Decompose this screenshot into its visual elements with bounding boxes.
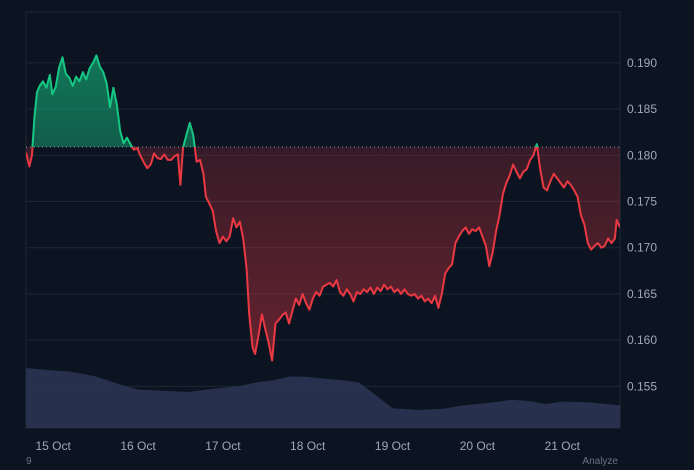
volume-area-path xyxy=(26,368,620,428)
x-axis: 15 Oct 16 Oct 17 Oct 18 Oct 19 Oct 20 Oct 21 O… xyxy=(35,439,580,453)
x-tick-label: 18 Oct xyxy=(290,439,326,453)
y-tick-label: 0.175 xyxy=(627,195,657,209)
price-line-above xyxy=(31,54,539,147)
x-tick-label: 16 Oct xyxy=(120,439,156,453)
price-line-below xyxy=(26,146,620,362)
y-tick-label: 0.185 xyxy=(627,102,657,116)
y-tick-label: 0.160 xyxy=(627,333,657,347)
footer-left-label: 9 xyxy=(26,456,32,467)
analyze-link[interactable]: Analyze xyxy=(582,456,618,467)
volume-area xyxy=(26,368,620,428)
y-tick-label: 0.190 xyxy=(627,56,657,70)
x-tick-label: 20 Oct xyxy=(460,439,496,453)
x-tick-label: 19 Oct xyxy=(375,439,411,453)
area-below-baseline xyxy=(26,146,620,361)
x-tick-label: 21 Oct xyxy=(545,439,581,453)
x-tick-label: 15 Oct xyxy=(35,439,71,453)
x-tick-label: 17 Oct xyxy=(205,439,241,453)
price-fill xyxy=(26,55,620,361)
y-tick-label: 0.165 xyxy=(627,287,657,301)
y-tick-label: 0.155 xyxy=(627,379,657,393)
y-axis: 0.155 0.160 0.165 0.170 0.175 0.180 0.185 0.190 xyxy=(627,56,657,394)
price-lines xyxy=(26,54,620,362)
y-tick-label: 0.180 xyxy=(627,148,657,162)
area-above-baseline xyxy=(32,55,538,147)
y-tick-label: 0.170 xyxy=(627,241,657,255)
